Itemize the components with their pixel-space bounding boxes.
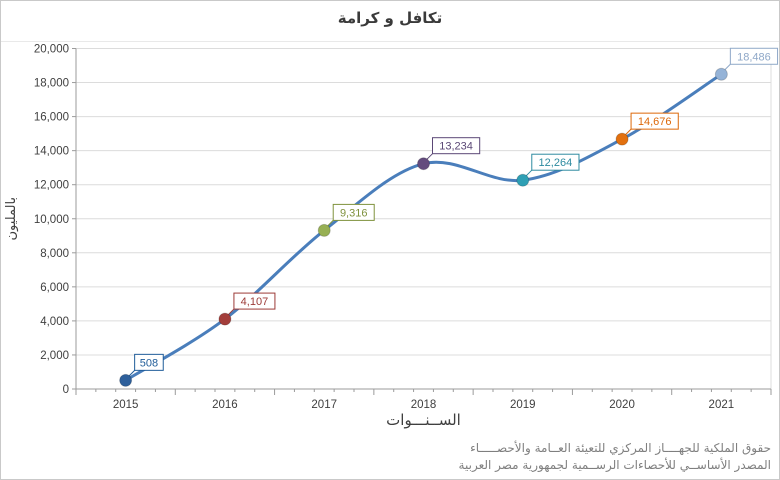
line-chart: 0 2,000 4,000 6,000 8,000 10,000 12,000 14,000 1… — [4, 44, 779, 429]
data-label-box — [134, 353, 164, 371]
data-point-label: 14,676 — [638, 116, 672, 128]
data-label-box — [233, 292, 276, 310]
data-point-label: 4,107 — [241, 296, 269, 308]
chart-title: تكافل و كرامة — [337, 9, 443, 27]
y-axis-tick-label: 0 — [63, 384, 69, 396]
data-point-label: 12,264 — [539, 157, 573, 169]
data-label-box — [432, 137, 481, 155]
x-axis-tick-label: 2019 — [510, 399, 536, 411]
y-axis-tick-label: 20,000 — [34, 44, 69, 56]
y-axis-tick-label: 2,000 — [40, 350, 69, 362]
x-axis-tick-label: 2017 — [311, 399, 337, 411]
y-axis-tick-label: 12,000 — [34, 180, 69, 192]
data-point — [516, 173, 530, 187]
footer-line-1: حقوق الملكية للجهــــاز المركزي للتعيئة … — [470, 441, 771, 456]
data-point — [218, 312, 232, 326]
y-axis-tick-label: 8,000 — [40, 248, 69, 260]
y-axis-tick-label: 10,000 — [34, 214, 69, 226]
x-axis-tick-label: 2018 — [411, 399, 437, 411]
x-axis-tick-label: 2016 — [212, 399, 238, 411]
y-axis-tick-label: 4,000 — [40, 316, 69, 328]
data-label-box — [630, 112, 679, 130]
y-axis-title: بالمليون — [4, 197, 19, 241]
footer-line-2: المصدر الأساســي للأحصاءات الرســمية لجم… — [458, 458, 771, 473]
data-label-box — [729, 47, 779, 65]
copyright-footer: حقوق الملكية للجهــــاز المركزي للتعيئة … — [459, 440, 771, 474]
data-point-label: 18,486 — [737, 51, 771, 63]
x-axis-title: الســنـــوات — [386, 411, 461, 429]
data-point — [615, 132, 629, 146]
data-point — [317, 223, 331, 237]
y-axis-tick-label: 14,000 — [34, 146, 69, 158]
data-point — [417, 157, 430, 171]
y-axis-tick-label: 18,000 — [34, 78, 69, 90]
y-axis-tick-label: 16,000 — [34, 112, 69, 124]
title-separator — [1, 41, 779, 42]
x-axis-tick-label: 2015 — [113, 399, 139, 411]
y-axis-tick-label: 6,000 — [40, 282, 69, 294]
data-point-label: 9,316 — [340, 207, 368, 219]
data-label-box — [332, 203, 375, 221]
x-axis-tick-label: 2020 — [609, 399, 635, 411]
data-point-label: 508 — [140, 357, 158, 369]
data-label-box — [531, 153, 580, 171]
x-axis-tick-label: 2021 — [709, 399, 735, 411]
data-point — [119, 373, 133, 387]
data-point — [714, 67, 728, 81]
data-point-label: 13,234 — [439, 141, 473, 153]
